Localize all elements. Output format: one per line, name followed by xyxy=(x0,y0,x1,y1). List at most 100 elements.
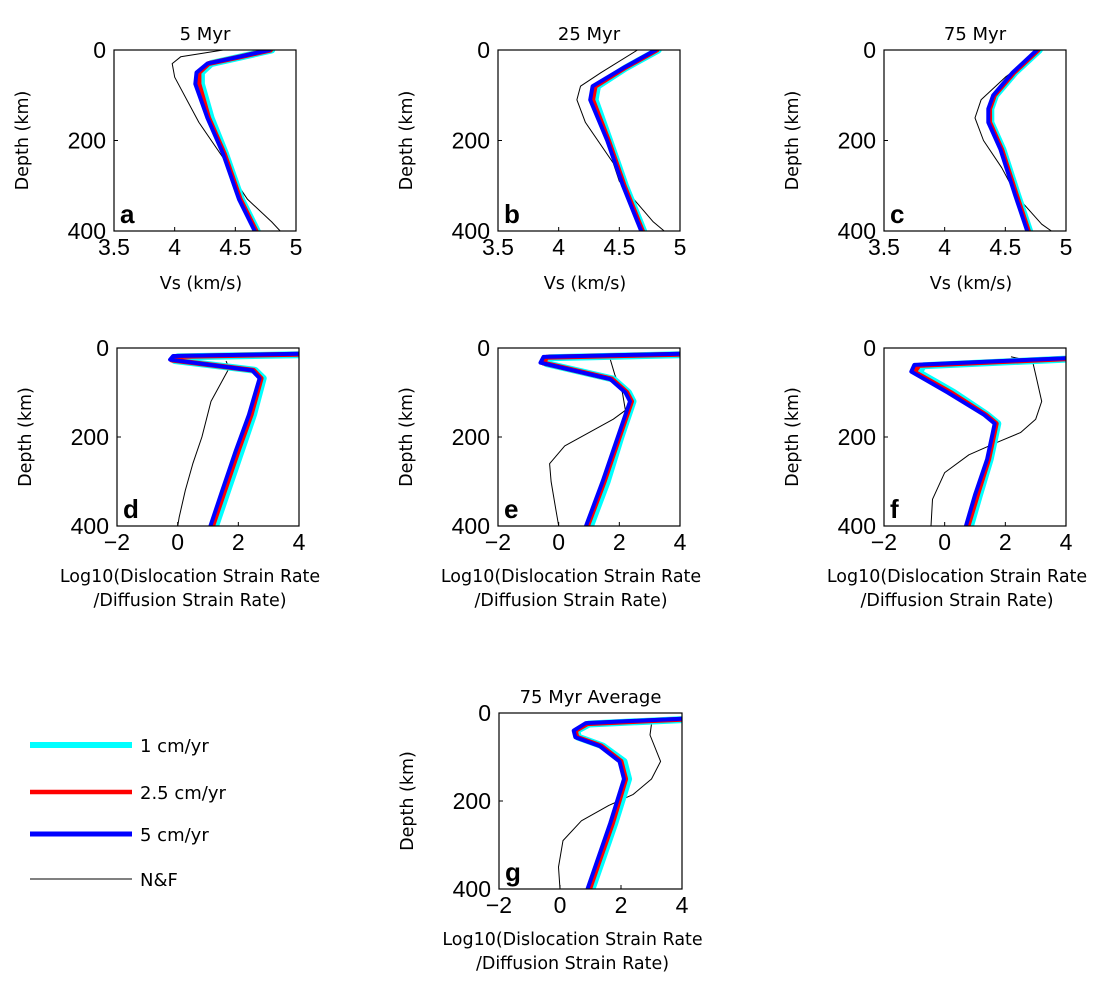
x-tick-label: 4 xyxy=(293,529,306,555)
y-tick-label: 200 xyxy=(68,128,106,154)
axes-box xyxy=(497,49,681,232)
y-tick-label: 0 xyxy=(93,37,106,63)
series-line-2-5-cm-yr xyxy=(196,50,273,231)
x-tick-label: 5 xyxy=(674,234,687,260)
x-tick-label: 0 xyxy=(171,529,184,555)
panel-letter: e xyxy=(504,494,518,524)
x-tick-label: 3.5 xyxy=(482,234,514,260)
series-line-5-cm-yr xyxy=(986,50,1039,231)
x-tick-label: 0 xyxy=(938,529,951,555)
series-group xyxy=(558,716,682,889)
series-line-n-f xyxy=(177,360,230,526)
legend-label: 2.5 cm/yr xyxy=(140,783,226,804)
y-tick-label: 400 xyxy=(68,218,106,244)
x-tick-label: 4 xyxy=(1060,529,1073,555)
x-axis-label: /Diffusion Strain Rate) xyxy=(93,591,286,611)
series-group xyxy=(576,50,665,231)
x-tick-label: 4.5 xyxy=(219,234,251,260)
y-axis-label: Depth (km) xyxy=(16,387,36,487)
legend-label: 5 cm/yr xyxy=(140,825,209,846)
panel-letter: a xyxy=(120,199,135,229)
x-axis-label: Vs (km/s) xyxy=(160,274,243,294)
y-tick-label: 0 xyxy=(96,335,109,361)
panel-letter: d xyxy=(123,494,139,524)
panel-title: 75 Myr Average xyxy=(520,687,662,708)
x-tick-label: 2 xyxy=(615,892,628,918)
series-line-5-cm-yr xyxy=(909,356,1066,526)
y-tick-label: 0 xyxy=(477,335,490,361)
y-tick-label: 200 xyxy=(838,424,876,450)
panel-e: −2 0 2 4 0 200 400 Log10(Dislocation Strain Rat… xyxy=(397,335,701,611)
x-axis-label: Log10(Dislocation Strain Rate xyxy=(441,567,701,587)
series-line-1-cm-yr xyxy=(197,50,276,231)
series-line-n-f xyxy=(930,356,1043,526)
series-line-n-f xyxy=(171,50,281,231)
x-tick-label: 4 xyxy=(674,529,687,555)
series-line-5-cm-yr xyxy=(193,50,272,231)
x-tick-label: 3.5 xyxy=(868,234,900,260)
series-line-n-f xyxy=(974,50,1052,231)
y-tick-label: 400 xyxy=(71,513,109,539)
x-tick-label: 4.5 xyxy=(989,234,1021,260)
series-line-2-5-cm-yr xyxy=(169,351,299,526)
y-axis-label: Depth (km) xyxy=(783,91,803,191)
y-tick-label: 200 xyxy=(453,788,491,814)
x-tick-label: 2 xyxy=(999,529,1012,555)
axes-box xyxy=(883,49,1067,232)
axes-box xyxy=(113,49,297,232)
x-tick-label: 4 xyxy=(168,234,181,260)
x-axis-label: Log10(Dislocation Strain Rate xyxy=(60,567,320,587)
x-axis-label: Log10(Dislocation Strain Rate xyxy=(442,930,702,950)
axes-box xyxy=(116,347,300,527)
y-tick-label: 400 xyxy=(452,218,490,244)
legend-label: 1 cm/yr xyxy=(140,736,209,757)
series-group xyxy=(538,351,680,526)
series-line-5-cm-yr xyxy=(538,351,680,526)
y-tick-label: 200 xyxy=(838,128,876,154)
y-tick-label: 400 xyxy=(453,876,491,902)
series-group xyxy=(974,50,1052,231)
x-tick-label: 2 xyxy=(613,529,626,555)
x-tick-label: 5 xyxy=(1060,234,1073,260)
x-axis-label: /Diffusion Strain Rate) xyxy=(476,954,669,974)
x-tick-label: 2 xyxy=(232,529,245,555)
x-tick-label: 3.5 xyxy=(98,234,130,260)
y-tick-label: 400 xyxy=(452,513,490,539)
y-tick-label: 0 xyxy=(863,335,876,361)
x-axis-label: /Diffusion Strain Rate) xyxy=(474,591,667,611)
series-group xyxy=(909,355,1066,526)
series-line-5-cm-yr xyxy=(168,351,299,526)
panel-b: 3.5 4 4.5 5 0 200 400 25 Myr Vs (km/s) Depth (km)… xyxy=(397,24,686,294)
y-tick-label: 400 xyxy=(838,218,876,244)
x-axis-label: Log10(Dislocation Strain Rate xyxy=(827,567,1087,587)
y-tick-label: 200 xyxy=(452,128,490,154)
panel-title: 75 Myr xyxy=(944,24,1007,45)
panel-g: −2 0 2 4 0 200 400 75 Myr Average Log10(Dislocat… xyxy=(398,687,703,974)
panel-c: 3.5 4 4.5 5 0 200 400 75 Myr Vs (km/s) Depth (km)… xyxy=(783,24,1072,294)
series-line-5-cm-yr xyxy=(588,50,658,231)
series-line-n-f xyxy=(576,50,665,231)
panel-letter: c xyxy=(890,199,904,229)
x-tick-label: 0 xyxy=(554,892,567,918)
y-tick-label: 200 xyxy=(71,424,109,450)
legend: 1 cm/yr 2.5 cm/yr 5 cm/yr N&F xyxy=(30,736,226,891)
y-axis-label: Depth (km) xyxy=(13,91,33,191)
series-group xyxy=(168,351,299,526)
y-tick-label: 0 xyxy=(477,37,490,63)
x-tick-label: 4 xyxy=(552,234,565,260)
panel-title: 5 Myr xyxy=(180,24,231,45)
x-tick-label: 4 xyxy=(938,234,951,260)
y-tick-label: 400 xyxy=(838,513,876,539)
panel-a: 3.5 4 4.5 5 0 200 400 5 Myr Vs (km/s) Depth (km) a xyxy=(13,24,302,294)
y-axis-label: Depth (km) xyxy=(398,751,418,851)
y-tick-label: 200 xyxy=(452,424,490,450)
panel-f: −2 0 2 4 0 200 400 Log10(Dislocation Strain Rat… xyxy=(783,335,1087,611)
y-tick-label: 0 xyxy=(863,37,876,63)
panel-letter: g xyxy=(505,857,521,887)
x-tick-label: 4 xyxy=(676,892,689,918)
x-tick-label: −2 xyxy=(104,529,130,555)
x-axis-label: Vs (km/s) xyxy=(544,274,627,294)
y-axis-label: Depth (km) xyxy=(397,387,417,487)
series-group xyxy=(171,50,281,231)
